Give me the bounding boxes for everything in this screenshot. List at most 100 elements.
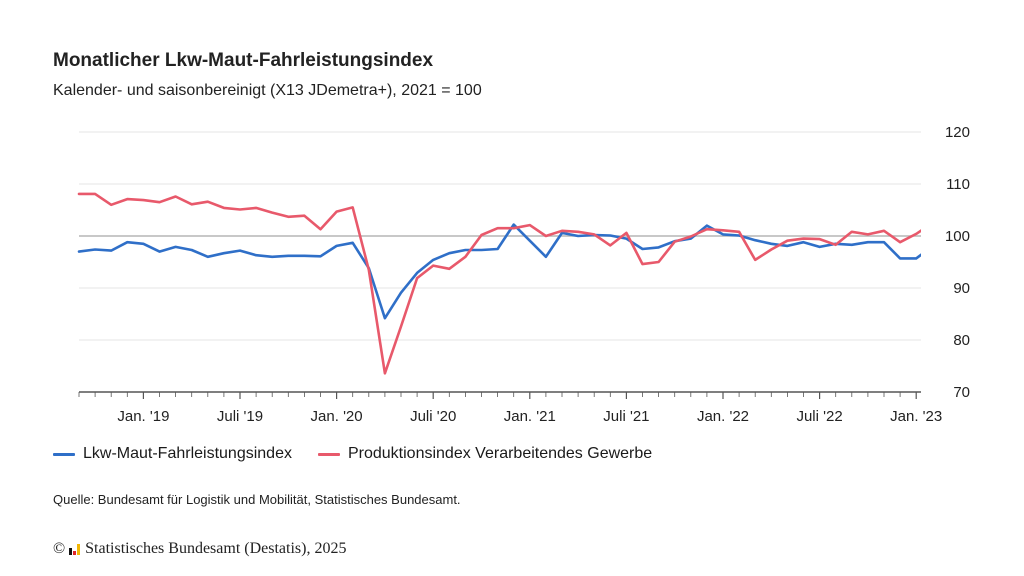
chart-title: Monatlicher Lkw-Maut-Fahrleistungsindex (53, 50, 434, 71)
data-point[interactable] (559, 228, 565, 234)
data-point[interactable] (285, 253, 291, 259)
data-point[interactable] (913, 231, 919, 237)
data-point[interactable] (221, 205, 227, 211)
data-point[interactable] (301, 213, 307, 219)
data-point[interactable] (318, 226, 324, 232)
data-point[interactable] (511, 225, 517, 231)
data-point[interactable] (382, 370, 388, 376)
data-point[interactable] (366, 267, 372, 273)
data-point[interactable] (446, 266, 452, 272)
data-point[interactable] (849, 242, 855, 248)
data-point[interactable] (527, 238, 533, 244)
data-point[interactable] (301, 253, 307, 259)
data-point[interactable] (269, 254, 275, 260)
data-point[interactable] (527, 222, 533, 228)
data-point[interactable] (897, 239, 903, 245)
data-point[interactable] (253, 205, 259, 211)
data-point[interactable] (446, 250, 452, 256)
data-point[interactable] (414, 275, 420, 281)
data-point[interactable] (108, 248, 114, 254)
data-point[interactable] (285, 214, 291, 220)
data-point[interactable] (205, 199, 211, 205)
data-point[interactable] (768, 241, 774, 247)
data-point[interactable] (205, 254, 211, 260)
data-point[interactable] (92, 191, 98, 197)
data-point[interactable] (784, 238, 790, 244)
data-point[interactable] (607, 232, 613, 238)
data-point[interactable] (817, 244, 823, 250)
data-point[interactable] (704, 226, 710, 232)
data-point[interactable] (108, 202, 114, 208)
data-point[interactable] (720, 227, 726, 233)
data-point[interactable] (801, 236, 807, 242)
data-point[interactable] (157, 199, 163, 205)
data-point[interactable] (752, 257, 758, 263)
data-point[interactable] (897, 255, 903, 261)
data-point[interactable] (253, 252, 259, 258)
data-point[interactable] (929, 220, 935, 226)
data-point[interactable] (543, 254, 549, 260)
data-point[interactable] (124, 196, 130, 202)
data-point[interactable] (543, 233, 549, 239)
data-point[interactable] (656, 259, 662, 265)
data-point[interactable] (640, 261, 646, 267)
y-tick-label: 90 (953, 280, 970, 297)
data-point[interactable] (479, 247, 485, 253)
data-point[interactable] (334, 209, 340, 215)
data-point[interactable] (865, 231, 871, 237)
legend-item-produktion[interactable]: Produktionsindex Verarbeitendes Gewerbe (317, 445, 652, 463)
data-point[interactable] (462, 254, 468, 260)
data-point[interactable] (784, 243, 790, 249)
data-point[interactable] (591, 231, 597, 237)
data-point[interactable] (140, 197, 146, 203)
data-point[interactable] (881, 228, 887, 234)
data-point[interactable] (849, 229, 855, 235)
data-point[interactable] (350, 240, 356, 246)
data-point[interactable] (833, 242, 839, 248)
data-point[interactable] (672, 239, 678, 245)
data-point[interactable] (157, 249, 163, 255)
data-point[interactable] (575, 229, 581, 235)
data-point[interactable] (76, 191, 82, 197)
data-point[interactable] (430, 257, 436, 263)
data-point[interactable] (607, 242, 613, 248)
data-point[interactable] (881, 239, 887, 245)
data-point[interactable] (865, 239, 871, 245)
data-point[interactable] (124, 239, 130, 245)
data-point[interactable] (495, 225, 501, 231)
data-point[interactable] (398, 323, 404, 329)
data-point[interactable] (913, 255, 919, 261)
data-point[interactable] (269, 210, 275, 216)
data-point[interactable] (189, 247, 195, 253)
data-point[interactable] (479, 232, 485, 238)
data-point[interactable] (929, 243, 935, 249)
data-point[interactable] (173, 244, 179, 250)
y-tick-label: 80 (953, 332, 970, 349)
data-point[interactable] (237, 248, 243, 254)
series-line-lkw-maut[interactable] (77, 223, 932, 320)
data-point[interactable] (640, 246, 646, 252)
data-point[interactable] (76, 249, 82, 255)
data-point[interactable] (382, 315, 388, 321)
data-point[interactable] (237, 206, 243, 212)
data-point[interactable] (92, 247, 98, 253)
data-point[interactable] (688, 234, 694, 240)
data-point[interactable] (398, 290, 404, 296)
data-point[interactable] (189, 201, 195, 207)
data-point[interactable] (221, 250, 227, 256)
data-point[interactable] (736, 229, 742, 235)
series-line-produktionsindex[interactable] (77, 192, 932, 375)
data-point[interactable] (173, 193, 179, 199)
data-point[interactable] (430, 263, 436, 269)
data-point[interactable] (752, 237, 758, 243)
data-point[interactable] (140, 241, 146, 247)
data-point[interactable] (656, 244, 662, 250)
data-point[interactable] (623, 230, 629, 236)
data-point[interactable] (334, 243, 340, 249)
data-point[interactable] (318, 253, 324, 259)
legend-item-lkw[interactable]: Lkw-Maut-Fahrleistungsindex (53, 445, 292, 463)
data-point[interactable] (768, 247, 774, 253)
data-point[interactable] (495, 246, 501, 252)
data-point[interactable] (817, 236, 823, 242)
data-point[interactable] (350, 204, 356, 210)
